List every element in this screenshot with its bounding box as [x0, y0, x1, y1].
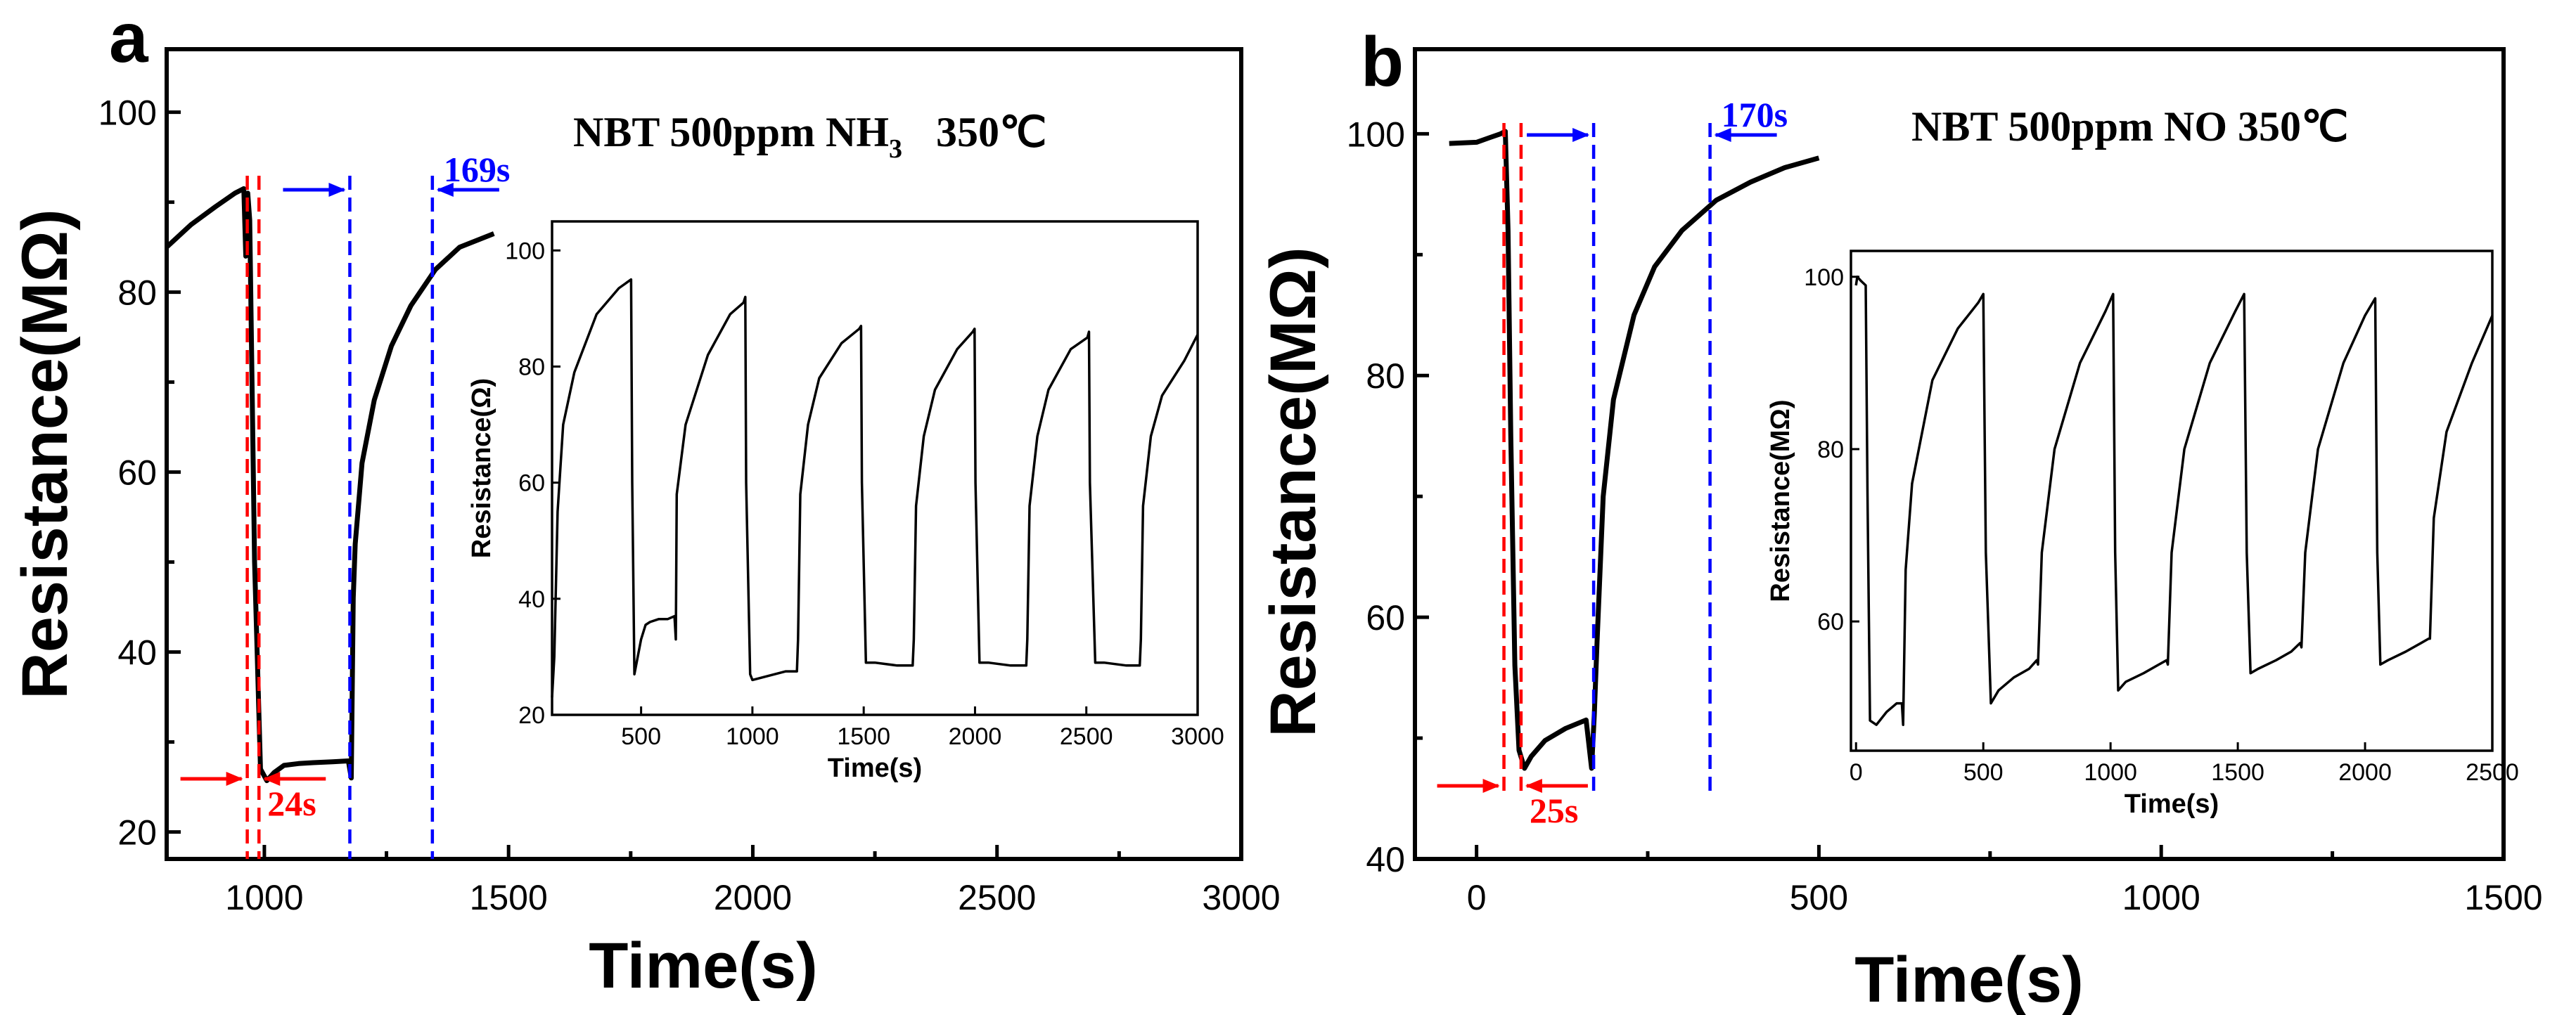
y-tick-label: 60 [117, 453, 157, 493]
inset-x-axis-label: Time(s) [2125, 789, 2219, 819]
inset-y-tick-label: 20 [518, 702, 545, 729]
title-subscript: 3 [889, 134, 902, 164]
inset-y-tick-label: 80 [518, 354, 545, 380]
x-tick-label: 1000 [225, 878, 303, 917]
inset-y-axis-label: Resistance(Ω) [467, 378, 496, 558]
inset-y-tick-label: 60 [1817, 609, 1844, 635]
y-tick-label: 20 [117, 813, 157, 853]
inset-x-tick-label: 2500 [1060, 723, 1113, 750]
y-tick-label: 100 [98, 93, 157, 133]
x-axis-label: Time(s) [589, 930, 818, 1002]
inset-x-tick-label: 1500 [2211, 759, 2264, 786]
y-tick-label: 80 [117, 273, 157, 313]
y-axis-label: Resistance(MΩ) [1257, 247, 1329, 737]
plot-frame [1413, 47, 2506, 861]
recovery-time-label: 170s [1722, 95, 1788, 134]
x-tick-label: 1500 [470, 878, 548, 917]
inset-x-tick-label: 3000 [1171, 723, 1224, 750]
panel-label: a [109, 0, 149, 77]
inset-x-tick-label: 1000 [726, 723, 779, 750]
inset-x-tick-label: 500 [1963, 759, 2004, 786]
title-main: NBT 500ppm NH [573, 109, 889, 155]
y-tick-label: 40 [1366, 840, 1405, 879]
inset-plot: 0 500 1000 1500 2000 2500 60 80 100 Time(s) Resist… [1766, 250, 2519, 819]
y-tick-label: 80 [1366, 356, 1405, 396]
chart-title: NBT 500ppm NO 350℃ [1911, 103, 2348, 150]
x-tick-label: 1000 [2122, 878, 2200, 917]
x-tick-label: 1500 [2464, 878, 2542, 917]
arrow-head [263, 772, 281, 786]
inset-y-axis-label: Resistance(MΩ) [1766, 399, 1795, 602]
y-axis-label: Resistance(MΩ) [9, 209, 81, 699]
arrow-head [1572, 128, 1590, 142]
series-line [1449, 129, 1820, 771]
inset-y-tick-label: 40 [518, 586, 545, 613]
panel-a: 1000 1500 2000 2500 3000 20 40 60 80 100 Time(s) Re… [9, 0, 1281, 1002]
response-time-label: 24s [267, 784, 316, 823]
inset-series-line [551, 278, 1199, 698]
title-main: NBT 500ppm NO 350℃ [1911, 103, 2348, 150]
arrow-head [1714, 128, 1731, 142]
inset-y-tick-label: 80 [1817, 437, 1844, 463]
arrow-head [1525, 779, 1542, 793]
panel-b: 0 500 1000 1500406080100Time(s)Resistance(M… [1257, 22, 2543, 1015]
x-tick-label: 3000 [1202, 878, 1280, 917]
panel-label: b [1361, 22, 1404, 101]
y-tick-label: 60 [1366, 598, 1405, 638]
inset-x-tick-label: 500 [621, 723, 661, 750]
inset-x-tick-label: 0 [1850, 759, 1863, 786]
inset-series-line [1854, 276, 2494, 726]
series-line [165, 186, 495, 784]
inset-frame [551, 220, 1199, 716]
inset-y-tick-label: 60 [518, 470, 545, 497]
inset-x-tick-label: 2500 [2466, 759, 2519, 786]
inset-x-tick-label: 2000 [949, 723, 1002, 750]
arrow-head [226, 772, 243, 786]
arrow-head [1482, 779, 1500, 793]
inset-y-tick-label: 100 [1804, 264, 1844, 291]
arrow-head [436, 183, 454, 197]
inset-plot: 500 1000 1500 2000 2500 3000 20 40 60 80 100 Time(s… [467, 220, 1224, 783]
response-time-label: 25s [1530, 791, 1578, 830]
plot-frame [165, 47, 1243, 861]
inset-x-tick-label: 1000 [2084, 759, 2137, 786]
x-tick-label: 2500 [958, 878, 1036, 917]
arrow-head [328, 183, 346, 197]
recovery-time-label: 169s [444, 150, 510, 189]
x-tick-label: 500 [1790, 878, 1848, 917]
inset-frame [1850, 250, 2494, 752]
y-tick-label: 40 [117, 633, 157, 673]
x-tick-label: 0 [1467, 878, 1487, 917]
inset-x-tick-label: 2000 [2338, 759, 2392, 786]
x-tick-label: 2000 [714, 878, 792, 917]
chart-title: NBT 500ppm NH3 350℃ [573, 109, 1046, 164]
inset-x-tick-label: 1500 [837, 723, 890, 750]
y-tick-label: 100 [1347, 115, 1405, 154]
title-temperature: 350℃ [936, 109, 1046, 155]
x-axis-label: Time(s) [1854, 944, 2084, 1015]
inset-y-tick-label: 100 [505, 238, 545, 264]
inset-x-axis-label: Time(s) [828, 754, 922, 783]
